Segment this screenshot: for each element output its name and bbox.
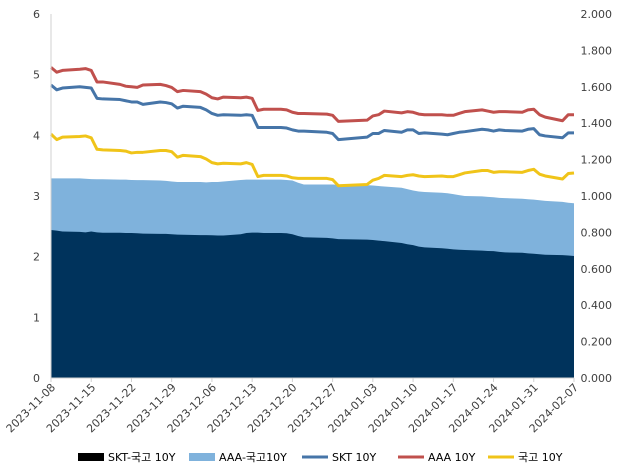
y-right-tick-label: 1.200 [581,154,613,167]
y-right-tick-label: 0.400 [581,299,613,312]
y-right-tick-label: 1.600 [581,81,613,94]
legend: SKT-국고 10Y AAA-국고10Y SKT 10Y AAA 10Y 국고 10Y [78,451,563,464]
y-right-tick-label: 1.400 [581,117,613,130]
y-left-tick-label: 5 [33,69,40,82]
area-series-group [51,178,574,378]
y-left-tick-label: 1 [33,311,40,324]
line-series--10y [49,133,575,188]
line-series-group [49,66,575,188]
y-right-tick-label: 1.000 [581,190,613,203]
legend-label: AAA 10Y [428,451,476,464]
y-right-tick-label: 2.000 [581,8,613,21]
y-left-tick-label: 3 [33,190,40,203]
legend-label: AAA-국고10Y [219,451,287,464]
legend-swatch [189,453,215,461]
y-right-tick-label: 0.800 [581,226,613,239]
line-series-skt-10y [50,83,574,142]
y-left-tick-label: 6 [33,8,40,21]
y-right-tick-label: 0.600 [581,263,613,276]
y-right-tick-label: 0.200 [581,336,613,349]
y-right-tick-label: 1.800 [581,44,613,57]
legend-label: SKT-국고 10Y [108,451,176,464]
y-left-tick-label: 2 [33,251,40,264]
legend-label: SKT 10Y [332,451,377,464]
y-left-tick-label: 0 [33,372,40,385]
y-left-tick-label: 4 [33,129,40,142]
area-series-skt-10y [51,230,574,378]
line-series-aaa-10y [50,66,574,123]
y-right-tick-label: 0.000 [581,372,613,385]
legend-label: 국고 10Y [518,451,563,464]
legend-swatch [78,453,104,461]
